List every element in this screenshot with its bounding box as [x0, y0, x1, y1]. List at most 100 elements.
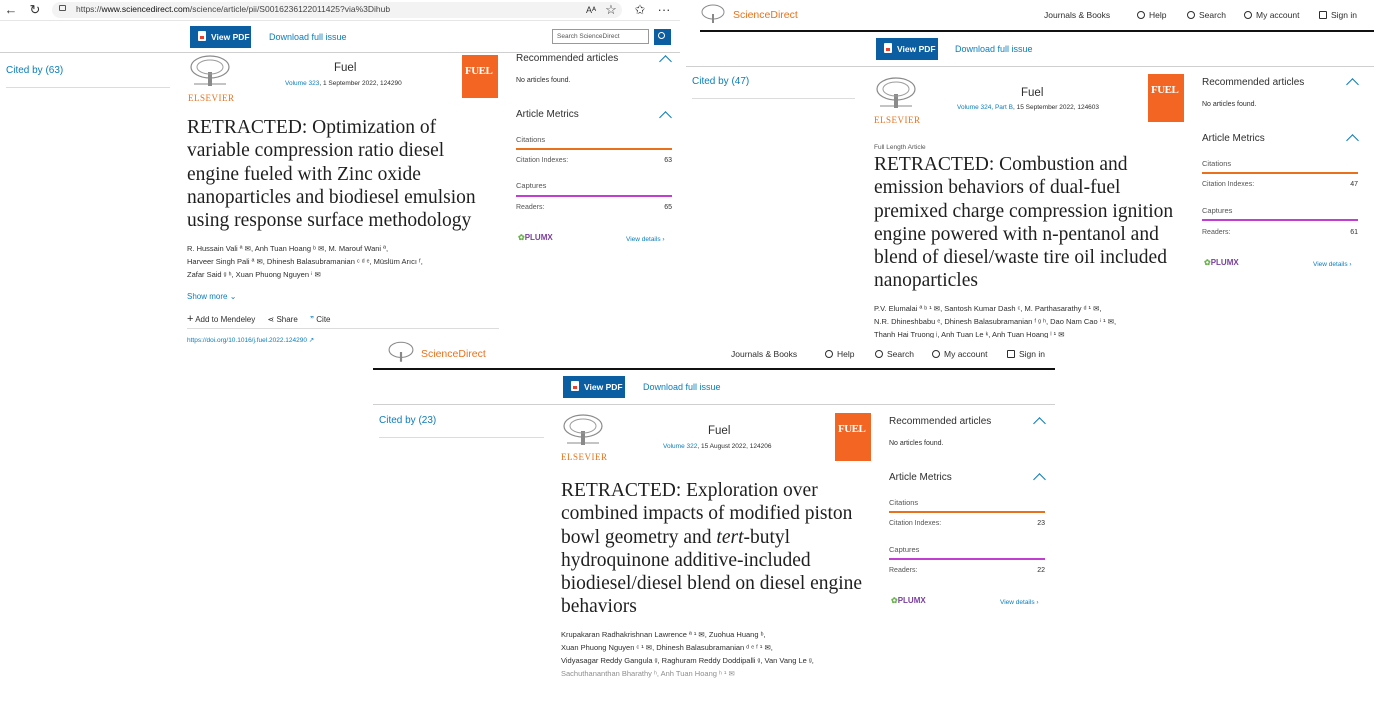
author-line[interactable]: Krupakaran Radhakrishnan Lawrence ª ¹ ✉,…	[561, 630, 766, 639]
quote-icon: ”	[310, 315, 315, 324]
cited-by-link[interactable]: Cited by (47)	[692, 76, 750, 87]
pdf-icon	[571, 381, 579, 391]
journals-books-link[interactable]: Journals & Books	[1044, 10, 1111, 20]
sign-in-link[interactable]: Sign in	[1319, 10, 1357, 20]
recommended-articles-heading[interactable]: Recommended articles	[889, 416, 992, 427]
cited-by-link[interactable]: Cited by (23)	[379, 415, 437, 426]
captures-bar	[889, 558, 1045, 560]
show-more-button[interactable]: Show more ⌄	[187, 292, 237, 301]
cite-button[interactable]: ” Cite	[310, 315, 331, 324]
sign-in-link[interactable]: Sign in	[1007, 349, 1045, 359]
share-button[interactable]: ⋖ Share	[267, 315, 298, 324]
citation-indexes-value: 47	[1350, 181, 1358, 188]
view-details-link[interactable]: View details ›	[1000, 599, 1039, 606]
add-mendeley-button[interactable]: + Add to Mendeley	[187, 313, 256, 325]
journal-title[interactable]: Fuel	[1021, 87, 1044, 99]
volume-date: , 1 September 2022, 124290	[319, 80, 402, 87]
download-full-issue-link[interactable]: Download full issue	[269, 32, 347, 42]
sciencedirect-wordmark[interactable]: ScienceDirect	[733, 9, 798, 21]
journal-cover[interactable]: FUEL	[835, 413, 871, 461]
readers-value: 22	[1037, 567, 1045, 574]
back-arrow-icon[interactable]: ←	[4, 2, 18, 17]
plumx-logo: ✿PLUMX	[518, 233, 553, 242]
more-menu-icon[interactable]: ···	[657, 2, 671, 17]
lock-icon	[59, 5, 66, 11]
captures-label: Captures	[889, 545, 920, 554]
chevron-up-icon[interactable]	[659, 111, 672, 124]
elsevier-tree-icon	[190, 55, 230, 86]
search-link[interactable]: Search	[1187, 10, 1226, 20]
help-link[interactable]: Help	[1137, 10, 1166, 20]
author-line[interactable]: Thanh Hai Truong ʲ, Anh Tuan Le ᵏ, Anh T…	[874, 330, 1065, 339]
author-line[interactable]: Zafar Said ᵍ ʰ, Xuan Phuong Nguyen ⁱ ✉	[187, 270, 321, 279]
citations-bar	[889, 511, 1045, 513]
author-line[interactable]: P.V. Elumalai ª ᵇ ¹ ✉, Santosh Kumar Das…	[874, 304, 1102, 313]
divider	[373, 404, 1055, 405]
search-input[interactable]: Search ScienceDirect	[552, 29, 649, 44]
article-metrics-heading[interactable]: Article Metrics	[1202, 133, 1265, 144]
plumx-icon: ✿	[891, 596, 898, 605]
captures-bar	[516, 195, 672, 197]
view-details-link[interactable]: View details ›	[626, 236, 665, 243]
article-title: RETRACTED: Optimization of variable comp…	[187, 117, 476, 232]
author-list: P.V. Elumalai ª ᵇ ¹ ✉, Santosh Kumar Das…	[874, 302, 1174, 341]
my-account-link[interactable]: My account	[932, 349, 987, 359]
recommended-articles-heading[interactable]: Recommended articles	[1202, 77, 1305, 88]
plumx-icon: ✿	[1204, 258, 1211, 267]
address-bar[interactable]	[52, 2, 622, 18]
sciencedirect-wordmark[interactable]: ScienceDirect	[421, 348, 486, 360]
author-line[interactable]: Harveer Singh Pali ª ✉, Dhinesh Balasubr…	[187, 257, 423, 266]
view-pdf-button[interactable]: View PDF	[190, 26, 251, 48]
chevron-up-icon[interactable]	[659, 55, 672, 68]
user-icon	[932, 350, 940, 358]
journal-cover[interactable]: FUEL	[1148, 74, 1184, 122]
article-title: RETRACTED: Exploration over combined imp…	[561, 480, 863, 618]
collections-icon[interactable]: ✩	[634, 2, 646, 17]
author-list: Krupakaran Radhakrishnan Lawrence ª ¹ ✉,…	[561, 628, 861, 680]
article-metrics-heading[interactable]: Article Metrics	[516, 109, 579, 120]
help-icon	[1137, 11, 1145, 19]
volume-link[interactable]: Volume 322	[663, 443, 698, 450]
journals-books-link[interactable]: Journals & Books	[731, 349, 798, 359]
journal-cover[interactable]: FUEL	[462, 55, 498, 98]
author-line[interactable]: Sachuthananthan Bharathy ʰ, Anh Tuan Hoa…	[561, 669, 735, 678]
view-pdf-button[interactable]: View PDF	[563, 376, 625, 398]
search-submit-button[interactable]	[654, 29, 671, 45]
doi-link[interactable]: https://doi.org/10.1016/j.fuel.2022.1242…	[187, 337, 315, 344]
institution-icon	[1007, 350, 1015, 358]
no-articles-text: No articles found.	[516, 77, 571, 84]
divider	[187, 328, 499, 329]
sciencedirect-logo[interactable]	[388, 341, 414, 368]
volume-link[interactable]: Volume 323	[285, 80, 320, 87]
elsevier-tree-icon	[701, 4, 725, 23]
journal-title[interactable]: Fuel	[708, 425, 731, 437]
recommended-articles-heading[interactable]: Recommended articles	[516, 53, 619, 64]
download-full-issue-link[interactable]: Download full issue	[643, 382, 721, 392]
refresh-icon[interactable]: ↻	[29, 2, 41, 17]
author-line[interactable]: R. Hussain Vali ª ✉, Anh Tuan Hoang ᵇ ✉,…	[187, 244, 389, 253]
download-full-issue-link[interactable]: Download full issue	[955, 44, 1033, 54]
elsevier-tree-icon	[388, 341, 414, 362]
search-link[interactable]: Search	[875, 349, 914, 359]
author-line[interactable]: Xuan Phuong Nguyen ᶜ ¹ ✉, Dhinesh Balasu…	[561, 643, 773, 652]
header-rule	[373, 368, 1055, 370]
favorite-star-icon[interactable]: ☆	[605, 2, 617, 17]
my-account-link[interactable]: My account	[1244, 10, 1299, 20]
view-pdf-button[interactable]: View PDF	[876, 38, 938, 60]
sciencedirect-logo[interactable]	[701, 4, 725, 29]
author-line[interactable]: N.R. Dhineshbabu ᵉ, Dhinesh Balasubraman…	[874, 317, 1117, 326]
citation-indexes-value: 63	[664, 157, 672, 164]
volume-link[interactable]: Volume 324, Part B	[957, 104, 1014, 111]
chevron-up-icon[interactable]	[1346, 134, 1359, 147]
elsevier-tree-icon	[563, 414, 603, 445]
captures-label: Captures	[516, 181, 547, 190]
volume-date: , 15 August 2022, 124206	[697, 443, 772, 450]
view-details-link[interactable]: View details ›	[1313, 261, 1352, 268]
journal-title[interactable]: Fuel	[334, 62, 357, 74]
read-aloud-icon[interactable]: Aᴬ	[585, 5, 597, 15]
cited-by-link[interactable]: Cited by (63)	[6, 65, 64, 76]
article-metrics-heading[interactable]: Article Metrics	[889, 472, 952, 483]
chevron-up-icon[interactable]	[1346, 78, 1359, 91]
help-link[interactable]: Help	[825, 349, 854, 359]
author-line[interactable]: Vidyasagar Reddy Gangula ᵍ, Raghuram Red…	[561, 656, 814, 665]
